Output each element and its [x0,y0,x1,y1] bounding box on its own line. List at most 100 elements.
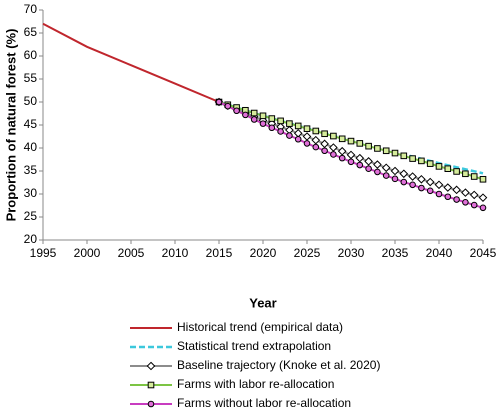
marker-square [409,155,416,162]
marker-circle [338,154,346,162]
marker-square [312,127,320,135]
marker-diamond [478,193,488,202]
marker-diamond [311,135,321,145]
x-tick-label: 2030 [338,246,365,260]
marker-square [268,115,276,122]
marker-square [356,140,364,147]
marker-square [470,173,478,180]
marker-square [347,137,355,145]
legend-label: Baseline trajectory (Knoke et al. 2020) [177,358,380,372]
y-tick-label: 65 [24,25,38,39]
marker-diamond [302,132,312,141]
marker-circle [330,151,337,158]
x-tick-label: 2020 [250,246,277,260]
marker-circle [224,102,232,110]
marker-square [338,135,346,143]
x-tick-label: 2035 [382,246,409,260]
marker-circle [444,193,452,201]
y-tick-label: 50 [24,94,38,108]
marker-square [303,125,311,132]
marker-circle [374,168,381,176]
marker-square [259,112,267,120]
marker-diamond [469,190,479,200]
marker-circle [426,187,434,195]
marker-diamond [146,361,156,371]
marker-diamond [364,157,373,166]
marker-circle [303,140,311,147]
marker-square [286,120,293,127]
x-tick-label: 2045 [470,246,497,260]
marker-circle [391,175,399,183]
marker-circle [147,400,155,408]
marker-circle [400,178,408,186]
marker-circle [382,172,390,179]
x-tick-label: 2010 [162,246,189,260]
marker-circle [259,120,267,127]
marker-square [250,109,258,117]
x-tick-label: 2015 [206,246,233,260]
y-tick-label: 35 [24,163,38,177]
marker-diamond [346,150,356,160]
marker-square [391,149,399,157]
marker-diamond [461,188,470,197]
marker-square [294,122,302,130]
marker-square [382,147,390,155]
marker-circle [286,132,293,139]
y-tick-label: 70 [24,2,38,16]
legend-label: Farms without labor re-allocation [177,396,351,410]
marker-square [365,142,372,150]
marker-diamond [320,139,329,149]
marker-square [453,168,460,175]
marker-circle [365,165,372,172]
x-tick-label: 2040 [426,246,453,260]
y-tick-label: 55 [24,71,38,85]
legend-label: Statistical trend extrapolation [177,339,331,353]
marker-circle [233,107,240,115]
legend-label: Farms with labor re-allocation [177,377,334,391]
marker-diamond [329,143,338,152]
marker-square [321,130,328,138]
marker-circle [470,201,478,209]
marker-diamond [399,169,409,179]
marker-square [277,117,284,125]
legend-label: Historical trend (empirical data) [177,320,343,334]
marker-circle [268,124,276,132]
y-tick-label: 25 [24,209,38,223]
marker-diamond [408,172,417,181]
marker-circle [250,116,258,123]
marker-diamond [443,183,453,192]
marker-square [426,160,434,167]
x-axis-title: Year [249,295,276,310]
marker-square [330,132,337,140]
marker-square [444,165,452,172]
marker-circle [215,98,223,106]
y-tick-label: 20 [24,232,38,246]
y-tick-label: 45 [24,117,38,131]
marker-diamond [417,174,426,184]
marker-circle [294,135,302,143]
y-tick-label: 60 [24,48,38,62]
x-tick-label: 2000 [74,246,101,260]
marker-square [374,145,381,152]
marker-square [400,152,408,160]
marker-diamond [452,185,461,195]
marker-circle [409,181,416,189]
marker-circle [479,204,487,212]
marker-circle [462,198,469,206]
marker-diamond [293,128,303,138]
marker-circle [242,111,249,119]
marker-diamond [434,180,444,190]
marker-circle [453,196,460,203]
marker-circle [418,184,425,192]
marker-square [479,175,487,183]
marker-diamond [355,153,365,163]
y-tick-label: 40 [24,140,38,154]
y-tick-label: 30 [24,186,38,200]
marker-square [418,157,425,165]
marker-circle [356,161,364,169]
series-line [42,22,220,103]
marker-circle [277,128,284,135]
marker-circle [321,147,328,155]
marker-square [435,163,443,170]
